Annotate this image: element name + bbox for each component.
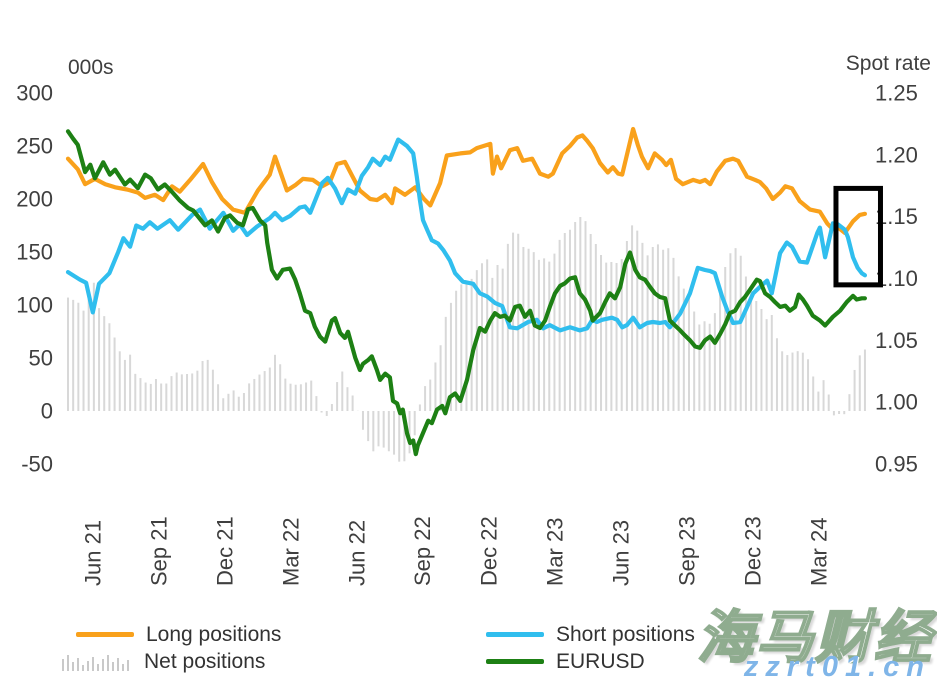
legend-label-eurusd: EURUSD <box>556 649 645 673</box>
y-left-tick-label: -50 <box>21 452 53 477</box>
net-icon-bar <box>122 663 124 671</box>
highlight-box <box>833 185 883 288</box>
legend-column-left: Long positions Net positions <box>62 621 281 675</box>
x-tick-label: Dec 23 <box>740 516 765 586</box>
x-tick-label: Mar 22 <box>278 518 303 586</box>
x-tick-label: Sep 22 <box>410 516 435 586</box>
y-left-tick-label: 100 <box>16 293 53 318</box>
y-left-tick-label: 50 <box>29 346 53 371</box>
x-tick-label: Sep 23 <box>675 516 700 586</box>
x-tick-label: Sep 21 <box>146 516 171 586</box>
right-axis-title: Spot rate <box>846 52 931 75</box>
net-icon-bar <box>97 663 99 671</box>
net-icon-bar <box>72 661 74 671</box>
net-icon-bar <box>102 658 104 671</box>
y-left-tick-label: 250 <box>16 134 53 159</box>
legend-item-short-positions: Short positions <box>472 621 695 648</box>
legend-column-right: Short positions EURUSD <box>472 621 695 675</box>
legend-item-long-positions: Long positions <box>62 621 281 648</box>
left-axis-title: 000s <box>68 56 114 79</box>
x-tick-label: Mar 23 <box>543 518 568 586</box>
eurusd-line-swatch <box>486 659 544 664</box>
y-right-tick-label: 1.20 <box>875 142 918 167</box>
x-tick-label: Jun 22 <box>345 520 370 586</box>
y-left-tick-label: 300 <box>16 81 53 106</box>
net-icon-bar <box>127 659 129 671</box>
legend-label-short-positions: Short positions <box>556 622 695 646</box>
net-icon-bar <box>67 654 69 671</box>
y-right-tick-label: 1.00 <box>875 390 918 415</box>
y-right-tick-label: 1.25 <box>875 81 918 106</box>
chart-legend: Long positions Net positions Short posit… <box>0 621 937 683</box>
net-icon-bar <box>82 664 84 671</box>
x-tick-label: Jun 23 <box>608 520 633 586</box>
y-left-tick-label: 150 <box>16 240 53 265</box>
legend-item-eurusd: EURUSD <box>472 648 695 675</box>
y-right-tick-label: 0.95 <box>875 452 918 477</box>
net-icon-bar <box>62 658 64 671</box>
x-tick-label: Jun 21 <box>81 520 106 586</box>
net-icon-bar <box>117 657 119 671</box>
watermark-site-url: zzrt01.cn <box>743 651 931 683</box>
net-icon-bar <box>107 654 109 671</box>
net-icon-bar <box>87 660 89 671</box>
x-tick-label: Mar 24 <box>807 518 832 586</box>
net-icon-bar <box>92 656 94 671</box>
net-positions-bars-icon <box>62 653 132 671</box>
eurusd-line <box>65 129 867 457</box>
y-right-tick-label: 1.05 <box>875 328 918 353</box>
short-positions-line-swatch <box>486 632 544 637</box>
net-icon-bar <box>112 661 114 671</box>
net-icon-bar <box>77 657 79 671</box>
y-left-tick-label: 0 <box>41 399 53 424</box>
legend-label-long-positions: Long positions <box>146 622 282 646</box>
legend-item-net-positions: Net positions <box>62 648 281 675</box>
net-positions-bars <box>67 216 866 462</box>
legend-label-net-positions: Net positions <box>144 649 266 673</box>
y-left-tick-label: 200 <box>16 187 53 212</box>
long-positions-line-swatch <box>76 632 134 637</box>
x-tick-label: Dec 21 <box>213 516 238 586</box>
x-tick-label: Dec 22 <box>476 516 501 586</box>
watermark-site-name: 海马财经 <box>696 605 933 671</box>
long-positions-line <box>65 126 867 235</box>
